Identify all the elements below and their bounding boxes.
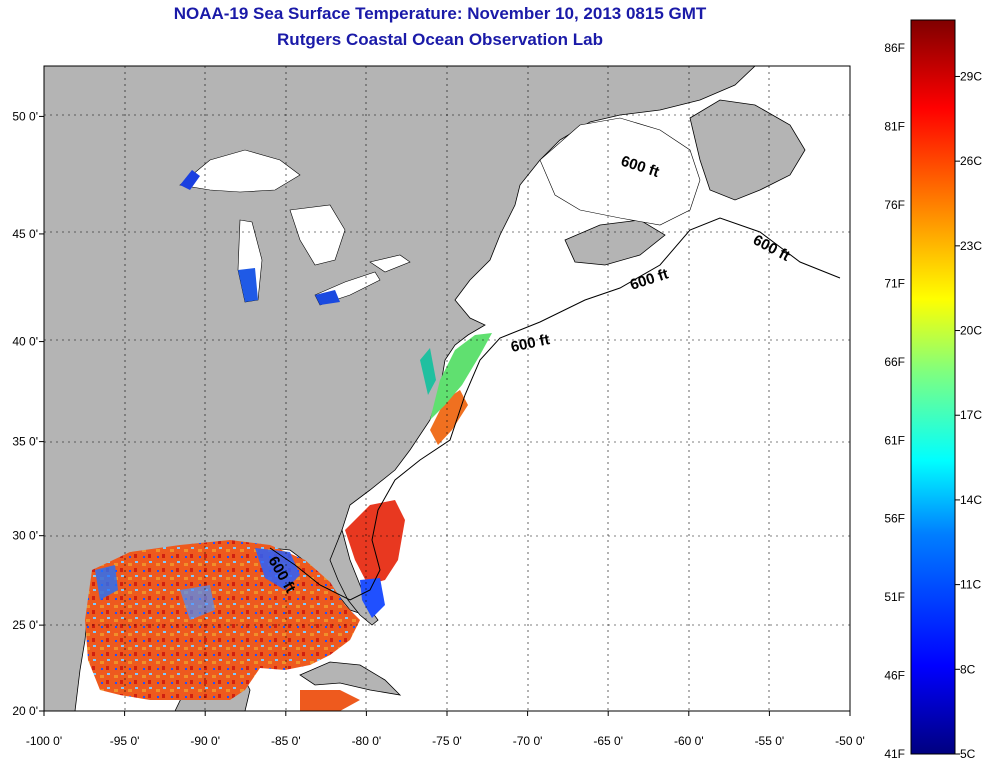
gulf-st-lawrence xyxy=(539,117,701,226)
lon-tick-label: -65 0' xyxy=(593,734,623,748)
mid-atlantic-sst xyxy=(430,333,492,420)
colorbar-c-label: 29C xyxy=(960,69,982,83)
lake-ontario xyxy=(369,254,411,273)
lon-tick-label: -50 0' xyxy=(835,734,865,748)
caribbean-sst xyxy=(300,690,360,711)
colorbar-f-label: 56F xyxy=(884,512,905,526)
colorbar-f-label: 41F xyxy=(884,747,905,761)
latitude-axis: 20 0' 25 0' 30 0' 35 0' 40 0' 45 0' 50 0' xyxy=(12,109,44,718)
colorbar-fahrenheit-labels: 86F 81F 76F 71F 66F 61F 56F 51F 46F 41F xyxy=(884,41,905,761)
colorbar-f-label: 76F xyxy=(884,198,905,212)
lon-tick-label: -100 0' xyxy=(26,734,62,748)
colorbar-c-label: 14C xyxy=(960,493,982,507)
colorbar-c-label: 11C xyxy=(960,578,981,592)
colorbar-c-label: 5C xyxy=(960,747,976,761)
colorbar-c-label: 23C xyxy=(960,239,982,253)
hatteras-warm xyxy=(430,390,468,445)
gulf-cool-patch xyxy=(95,565,118,600)
chesapeake-sst xyxy=(420,348,436,395)
colorbar-c-label: 17C xyxy=(960,408,982,422)
lon-tick-label: -85 0' xyxy=(271,734,301,748)
colorbar-f-label: 66F xyxy=(884,355,905,369)
map-title: NOAA-19 Sea Surface Temperature: Novembe… xyxy=(173,4,707,23)
lat-tick-label: 45 0' xyxy=(12,227,38,241)
lon-tick-label: -75 0' xyxy=(432,734,462,748)
gulf-cool-patch xyxy=(180,585,215,620)
contour-600ft xyxy=(269,217,841,601)
lon-tick-label: -70 0' xyxy=(513,734,543,748)
colorbar xyxy=(910,19,956,755)
colorbar-f-label: 81F xyxy=(884,120,905,134)
lon-tick-label: -95 0' xyxy=(110,734,140,748)
colorbar-f-label: 61F xyxy=(884,433,905,447)
atlantic-warm-water xyxy=(345,500,405,585)
lat-tick-label: 35 0' xyxy=(12,435,38,449)
colorbar-c-label: 26C xyxy=(960,154,982,168)
lake-erie-sst xyxy=(315,290,340,305)
colorbar-f-label: 86F xyxy=(884,41,905,55)
lake-superior xyxy=(179,149,301,193)
cuba xyxy=(299,661,402,696)
lon-tick-label: -90 0' xyxy=(190,734,220,748)
longitude-axis: -100 0' -95 0' -90 0' -85 0' -80 0' -75 0' -70… xyxy=(26,711,865,748)
grid-lines xyxy=(44,66,850,711)
lat-tick-label: 25 0' xyxy=(12,618,38,632)
nova-scotia xyxy=(564,219,666,266)
lake-superior-sst xyxy=(180,170,200,190)
colorbar-f-label: 51F xyxy=(884,590,905,604)
lon-tick-label: -60 0' xyxy=(674,734,704,748)
map-subtitle: Rutgers Coastal Ocean Observation Lab xyxy=(277,30,603,49)
colorbar-c-label: 20C xyxy=(960,324,982,338)
colorbar-f-label: 71F xyxy=(884,276,905,290)
gulf-cool-patch xyxy=(255,548,300,590)
newfoundland xyxy=(689,99,806,201)
lon-tick-label: -55 0' xyxy=(755,734,785,748)
colorbar-f-label: 46F xyxy=(884,669,905,683)
lat-tick-label: 50 0' xyxy=(12,109,38,123)
lake-huron xyxy=(289,204,346,266)
lat-tick-label: 20 0' xyxy=(12,704,38,718)
lake-michigan-sst xyxy=(238,268,258,302)
colorbar-celsius-labels: 29C 26C 23C 20C 17C 14C 11C 8C 5C xyxy=(955,69,982,761)
lat-tick-label: 40 0' xyxy=(12,335,38,349)
lon-tick-label: -80 0' xyxy=(352,734,382,748)
map-area: 600 ft 600 ft 600 ft 600 ft 600 ft xyxy=(44,66,850,711)
colorbar-c-label: 8C xyxy=(960,662,976,676)
lat-tick-label: 30 0' xyxy=(12,529,38,543)
